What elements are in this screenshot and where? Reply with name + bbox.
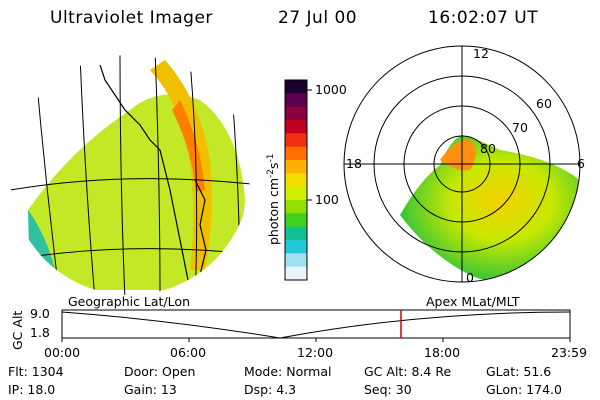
colorbar-segment xyxy=(285,266,307,281)
instrument-title: Ultraviolet Imager xyxy=(50,8,213,28)
colorbar-segment xyxy=(285,106,307,121)
colorbar-segment xyxy=(285,186,307,201)
coastline xyxy=(99,64,191,291)
colorbar-segment xyxy=(285,80,307,94)
ip-value: IP: 18.0 xyxy=(8,382,56,397)
flight-number: Flt: 1304 xyxy=(8,364,64,379)
x-tick-0600: 06:00 xyxy=(170,345,207,360)
lat-label-60: 60 xyxy=(536,96,552,111)
colorbar-segment xyxy=(285,120,307,134)
polar-plot xyxy=(343,45,581,283)
colorbar-segment xyxy=(285,146,307,161)
mlt-label-0: 0 xyxy=(466,270,474,285)
geographic-map xyxy=(10,55,250,295)
colorbar-segment xyxy=(285,253,307,268)
lat-label-70: 70 xyxy=(512,120,528,135)
lat-label-80: 80 xyxy=(480,141,496,156)
colorbar-segment xyxy=(285,133,307,148)
colorbar-segment xyxy=(285,240,307,254)
x-tick-0000: 00:00 xyxy=(44,345,81,360)
x-tick-1800: 18:00 xyxy=(424,345,461,360)
time-label: 16:02:07 UT xyxy=(428,8,539,28)
colorbar-frame xyxy=(284,79,308,281)
door-status: Door: Open xyxy=(124,364,196,379)
aurora-fill-polar xyxy=(400,135,580,281)
geo-latitude: GLat: 51.6 xyxy=(486,364,552,379)
colorbar-segment xyxy=(285,213,307,228)
colorbar-tick-1000: 1000 xyxy=(315,82,347,97)
colorbar-label: photon cm-2s-1 xyxy=(266,153,282,245)
timeline-plot xyxy=(61,309,571,342)
date-label: 27 Jul 00 xyxy=(278,8,358,28)
y-axis-label: GC Alt xyxy=(10,310,25,350)
mlt-label-6: 6 xyxy=(577,156,585,171)
dsp-value: Dsp: 4.3 xyxy=(244,382,297,397)
sequence-value: Seq: 30 xyxy=(364,382,412,397)
geo-longitude: GLon: 174.0 xyxy=(486,382,562,397)
altitude-curve xyxy=(61,311,571,339)
colorbar xyxy=(285,80,307,281)
colorbar-segment xyxy=(285,160,307,174)
aurora-core-polar xyxy=(440,139,476,171)
mlt-label-12: 12 xyxy=(473,46,489,61)
mlt-label-18: 18 xyxy=(346,156,362,171)
gc-altitude: GC Alt: 8.4 Re xyxy=(364,364,452,379)
colorbar-tick-100: 100 xyxy=(315,192,339,207)
colorbar-segment xyxy=(285,93,307,108)
colorbar-segment xyxy=(285,200,307,214)
y-tick-1.8: 1.8 xyxy=(30,325,50,340)
x-tick-2359: 23:59 xyxy=(551,345,588,360)
y-tick-9: 9.0 xyxy=(30,306,50,321)
aurora-core-geo xyxy=(172,100,205,192)
mode-value: Mode: Normal xyxy=(244,364,332,379)
x-tick-1200: 12:00 xyxy=(297,345,334,360)
gain-value: Gain: 13 xyxy=(124,382,177,397)
colorbar-segment xyxy=(285,226,307,241)
colorbar-segment xyxy=(285,173,307,188)
apex-coord-label: Apex MLat/MLT xyxy=(426,294,520,309)
geo-coord-label: Geographic Lat/Lon xyxy=(68,294,190,309)
